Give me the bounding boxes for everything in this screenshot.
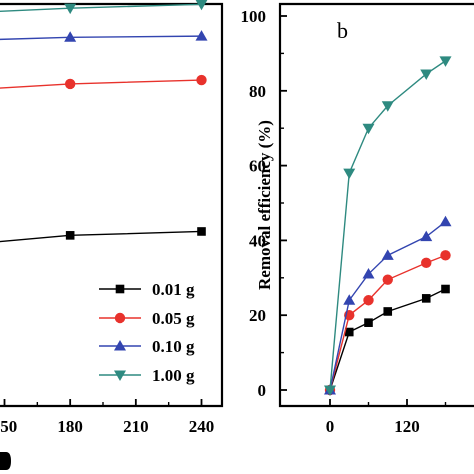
y-tick-label: 0 bbox=[258, 381, 267, 400]
panel-a: 150 180 210 240 0.01 g 0.05 g 0.10 g 1.00 g bbox=[0, 0, 224, 436]
data-point bbox=[420, 69, 433, 80]
legend-marker bbox=[114, 340, 126, 351]
legend: 0.01 g 0.05 g 0.10 g 1.00 g bbox=[99, 280, 195, 385]
data-point bbox=[441, 284, 450, 294]
data-point bbox=[64, 78, 76, 90]
panel-a-x-axis-label-fragment bbox=[0, 452, 11, 470]
data-point bbox=[64, 3, 77, 15]
data-point bbox=[421, 294, 431, 303]
series-line bbox=[0, 79, 202, 89]
data-point bbox=[420, 230, 433, 242]
panel-a-frame bbox=[0, 2, 224, 408]
data-point bbox=[439, 56, 452, 67]
panel-a-x-ticks: 150 180 210 240 bbox=[0, 399, 214, 436]
panel-b-series bbox=[324, 56, 452, 396]
series-line bbox=[0, 35, 202, 41]
panel-b: b Removal efficiency (%) 0 20 40 60 80 100 0 1… bbox=[241, 2, 474, 436]
data-point bbox=[381, 101, 394, 112]
data-point bbox=[195, 0, 208, 11]
legend-label: 0.10 g bbox=[152, 337, 195, 356]
data-point bbox=[364, 318, 373, 327]
data-point bbox=[324, 385, 336, 396]
legend-marker bbox=[114, 370, 126, 381]
legend-marker bbox=[114, 312, 126, 324]
panel-b-frame bbox=[278, 2, 474, 408]
data-point bbox=[343, 294, 356, 305]
series-line bbox=[0, 230, 202, 243]
x-tick-label: 120 bbox=[394, 417, 420, 436]
data-point bbox=[196, 74, 207, 86]
y-tick-label: 80 bbox=[249, 82, 266, 101]
panel-b-letter: b bbox=[337, 18, 348, 43]
data-point bbox=[440, 250, 451, 261]
legend-marker bbox=[115, 284, 125, 294]
legend-label: 0.01 g bbox=[152, 280, 195, 299]
data-point bbox=[382, 274, 393, 285]
panel-b-x-ticks: 0 120 bbox=[326, 399, 447, 436]
data-point bbox=[362, 268, 375, 279]
x-tick-label: 180 bbox=[57, 417, 83, 436]
data-point bbox=[65, 231, 75, 240]
data-point bbox=[383, 307, 393, 316]
x-tick-label: 0 bbox=[326, 417, 335, 436]
y-tick-label: 100 bbox=[241, 7, 267, 26]
series-line bbox=[329, 221, 446, 391]
x-tick-label: 150 bbox=[0, 417, 17, 436]
x-tick-label: 210 bbox=[123, 417, 149, 436]
data-point bbox=[363, 295, 374, 306]
panel-b-y-ticks: 0 20 40 60 80 100 bbox=[241, 7, 287, 400]
data-point bbox=[362, 123, 375, 135]
data-point bbox=[344, 327, 354, 337]
x-tick-label: 240 bbox=[189, 417, 215, 436]
y-tick-label: 40 bbox=[249, 231, 266, 250]
data-point bbox=[195, 30, 208, 41]
data-point bbox=[421, 257, 432, 269]
y-tick-label: 20 bbox=[249, 306, 266, 325]
data-point bbox=[381, 249, 394, 260]
data-point bbox=[197, 227, 206, 236]
panel-b-y-axis-label: Removal efficiency (%) bbox=[255, 120, 274, 290]
legend-label: 1.00 g bbox=[152, 366, 195, 385]
data-point bbox=[64, 31, 77, 42]
data-point bbox=[343, 168, 356, 180]
legend-label: 0.05 g bbox=[152, 309, 195, 328]
series-line bbox=[0, 3, 202, 12]
y-tick-label: 60 bbox=[249, 157, 266, 176]
data-point bbox=[439, 215, 452, 227]
panel-a-series bbox=[0, 0, 208, 243]
